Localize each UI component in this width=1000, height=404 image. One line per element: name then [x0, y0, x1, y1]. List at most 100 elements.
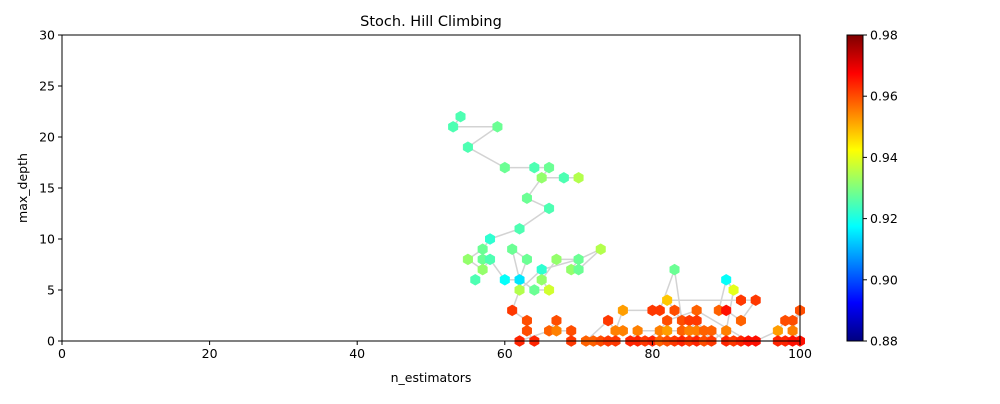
data-point	[477, 243, 488, 255]
data-point	[691, 314, 702, 327]
data-point	[529, 284, 540, 296]
colorbar	[846, 34, 864, 342]
data-point	[499, 274, 510, 286]
path-segment	[467, 146, 506, 169]
data-point	[721, 274, 732, 286]
y-tick-label: 10	[39, 232, 55, 247]
data-point	[691, 304, 702, 317]
data-point	[514, 223, 525, 235]
data-point	[662, 314, 673, 327]
data-point	[706, 325, 717, 337]
data-point	[603, 314, 614, 327]
data-point	[470, 274, 481, 286]
data-point	[477, 263, 488, 276]
data-point	[573, 172, 584, 184]
data-point	[551, 314, 562, 327]
data-point	[772, 325, 783, 337]
data-point	[721, 304, 732, 317]
data-point	[536, 274, 547, 286]
data-point	[662, 325, 673, 337]
data-point	[551, 325, 562, 337]
data-point	[544, 161, 555, 174]
data-point	[507, 243, 518, 255]
path-segment	[511, 249, 521, 280]
data-point	[514, 284, 525, 296]
data-point	[632, 325, 643, 337]
path-segment	[541, 258, 579, 271]
path-segment	[519, 207, 550, 230]
data-point	[558, 172, 569, 184]
x-tick-label: 100	[788, 346, 812, 361]
colorbar-tick-label: 0.90	[870, 272, 898, 287]
data-point	[595, 243, 606, 255]
x-tick-label: 0	[58, 346, 66, 361]
path-segment	[659, 269, 676, 311]
data-point	[617, 304, 628, 317]
x-tick-label: 20	[202, 346, 218, 361]
data-point	[787, 325, 798, 337]
y-axis-ticks: 0 5 10 15 20 25 30	[39, 28, 62, 349]
data-point	[536, 172, 547, 184]
y-axis-label: max_depth	[15, 153, 30, 223]
data-point	[536, 263, 547, 276]
colorbar-ticks: 0.88 0.90 0.92 0.94 0.96 0.98	[863, 28, 898, 349]
colorbar-tick-label: 0.96	[870, 89, 898, 104]
data-point	[735, 314, 746, 327]
y-tick-label: 15	[39, 181, 55, 196]
data-point	[521, 192, 532, 204]
data-point	[728, 284, 739, 296]
y-tick-label: 5	[47, 283, 55, 298]
x-tick-label: 60	[497, 346, 513, 361]
data-point	[551, 253, 562, 266]
chart-title: Stoch. Hill Climbing	[360, 14, 502, 30]
plot-frame	[61, 34, 801, 342]
data-point	[721, 325, 732, 337]
colorbar-tick-label: 0.98	[870, 28, 898, 43]
data-point	[455, 110, 466, 123]
x-tick-label: 80	[644, 346, 660, 361]
data-point	[735, 294, 746, 306]
data-point	[787, 314, 798, 327]
y-tick-label: 25	[39, 79, 55, 94]
data-point	[462, 253, 473, 266]
colorbar-tick-label: 0.94	[870, 150, 898, 165]
data-point	[462, 141, 473, 153]
path-segment	[718, 279, 727, 311]
x-axis-ticks: 0 20 40 60 80 100	[58, 341, 812, 361]
data-point	[544, 202, 555, 215]
data-point	[448, 121, 459, 133]
data-point	[750, 294, 761, 306]
data-point	[566, 325, 577, 337]
data-point	[521, 314, 532, 327]
data-point	[669, 304, 680, 317]
data-point	[573, 263, 584, 276]
data-point	[485, 253, 496, 266]
path-segment	[467, 126, 498, 148]
data-point	[521, 325, 532, 337]
x-tick-label: 40	[349, 346, 365, 361]
data-point	[521, 253, 532, 266]
data-point	[514, 274, 525, 286]
path-segment	[673, 269, 683, 321]
colorbar-tick-label: 0.88	[870, 334, 898, 349]
y-tick-label: 20	[39, 130, 55, 145]
data-point	[662, 294, 673, 306]
data-point	[485, 233, 496, 245]
path-segment	[696, 309, 749, 342]
data-point	[573, 253, 584, 266]
colorbar-tick-label: 0.92	[870, 211, 898, 226]
data-points	[448, 110, 806, 347]
x-axis-label: n_estimators	[391, 370, 472, 385]
data-point	[654, 304, 665, 317]
data-point	[617, 325, 628, 337]
data-point	[669, 263, 680, 276]
data-point	[544, 284, 555, 296]
y-tick-label: 30	[39, 28, 55, 43]
data-point	[507, 304, 518, 317]
data-point	[499, 161, 510, 174]
data-point	[492, 121, 503, 133]
y-tick-label: 0	[47, 334, 55, 349]
data-point	[529, 161, 540, 174]
